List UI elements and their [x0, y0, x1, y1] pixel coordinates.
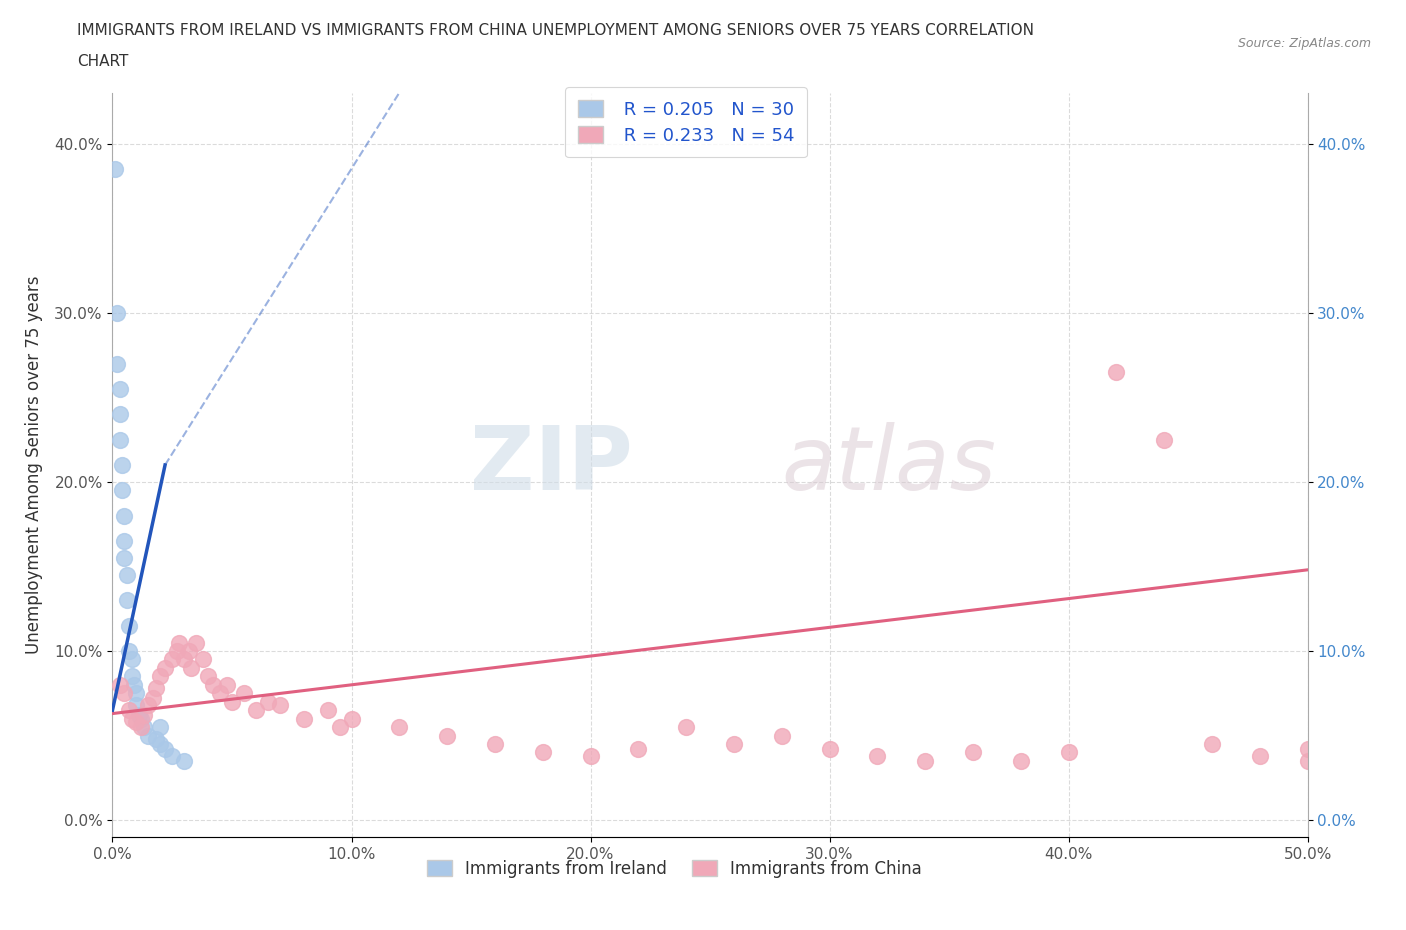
Point [1010, 753, 1032, 768]
Legend: Immigrants from Ireland, Immigrants from China: Immigrants from Ireland, Immigrants from… [420, 853, 928, 884]
Point [149, 720, 172, 735]
Point [201, 677, 224, 692]
Text: IMMIGRANTS FROM IRELAND VS IMMIGRANTS FROM CHINA UNEMPLOYMENT AMONG SENIORS OVER: IMMIGRANTS FROM IRELAND VS IMMIGRANTS FR… [77, 23, 1035, 38]
Point [627, 741, 650, 756]
Point [233, 685, 256, 700]
Point [108, 381, 131, 396]
Point [436, 728, 458, 743]
Point [221, 695, 243, 710]
Point [105, 356, 128, 371]
Point [129, 720, 152, 735]
Point [173, 652, 195, 667]
Point [962, 745, 984, 760]
Text: ZIP: ZIP [470, 421, 633, 509]
Point [121, 711, 143, 726]
Point [125, 698, 148, 712]
Point [114, 534, 135, 549]
Point [142, 691, 165, 706]
Point [818, 741, 841, 756]
Point [217, 677, 239, 692]
Point [193, 652, 215, 667]
Point [531, 745, 554, 760]
Point [169, 635, 191, 650]
Point [138, 698, 160, 712]
Point [128, 708, 150, 723]
Point [118, 644, 141, 658]
Point [675, 720, 697, 735]
Point [114, 509, 135, 524]
Point [197, 669, 219, 684]
Point [173, 753, 195, 768]
Y-axis label: Unemployment Among Seniors over 75 years: Unemployment Among Seniors over 75 years [25, 276, 44, 654]
Point [118, 703, 141, 718]
Point [1296, 753, 1319, 768]
Point [162, 652, 183, 667]
Point [108, 677, 131, 692]
Point [914, 753, 936, 768]
Point [111, 483, 134, 498]
Point [269, 698, 291, 712]
Point [115, 592, 138, 607]
Point [104, 162, 127, 177]
Point [122, 677, 145, 692]
Point [149, 669, 172, 684]
Point [118, 618, 141, 633]
Point [770, 728, 793, 743]
Point [180, 660, 202, 675]
Point [723, 737, 745, 751]
Point [329, 720, 352, 735]
Point [177, 644, 200, 658]
Text: CHART: CHART [77, 54, 129, 69]
Point [145, 681, 167, 696]
Point [153, 741, 176, 756]
Point [138, 728, 160, 743]
Point [108, 406, 131, 421]
Point [114, 551, 135, 565]
Point [149, 737, 172, 751]
Text: Source: ZipAtlas.com: Source: ZipAtlas.com [1237, 37, 1371, 50]
Text: atlas: atlas [782, 422, 997, 508]
Point [108, 432, 131, 447]
Point [121, 652, 143, 667]
Point [1201, 737, 1223, 751]
Point [1153, 432, 1175, 447]
Point [132, 708, 155, 723]
Point [579, 749, 602, 764]
Point [340, 711, 363, 726]
Point [111, 458, 134, 472]
Point [166, 644, 188, 658]
Point [388, 720, 411, 735]
Point [186, 635, 208, 650]
Point [1249, 749, 1271, 764]
Point [245, 703, 267, 718]
Point [125, 685, 148, 700]
Point [153, 660, 176, 675]
Point [132, 720, 155, 735]
Point [316, 703, 339, 718]
Point [129, 711, 152, 726]
Point [1296, 741, 1319, 756]
Point [114, 685, 135, 700]
Point [162, 749, 183, 764]
Point [115, 567, 138, 582]
Point [145, 732, 167, 747]
Point [209, 685, 232, 700]
Point [866, 749, 889, 764]
Point [292, 711, 315, 726]
Point [1057, 745, 1080, 760]
Point [105, 305, 128, 320]
Point [125, 714, 148, 729]
Point [257, 695, 280, 710]
Point [121, 669, 143, 684]
Point [1105, 365, 1128, 379]
Point [484, 737, 506, 751]
